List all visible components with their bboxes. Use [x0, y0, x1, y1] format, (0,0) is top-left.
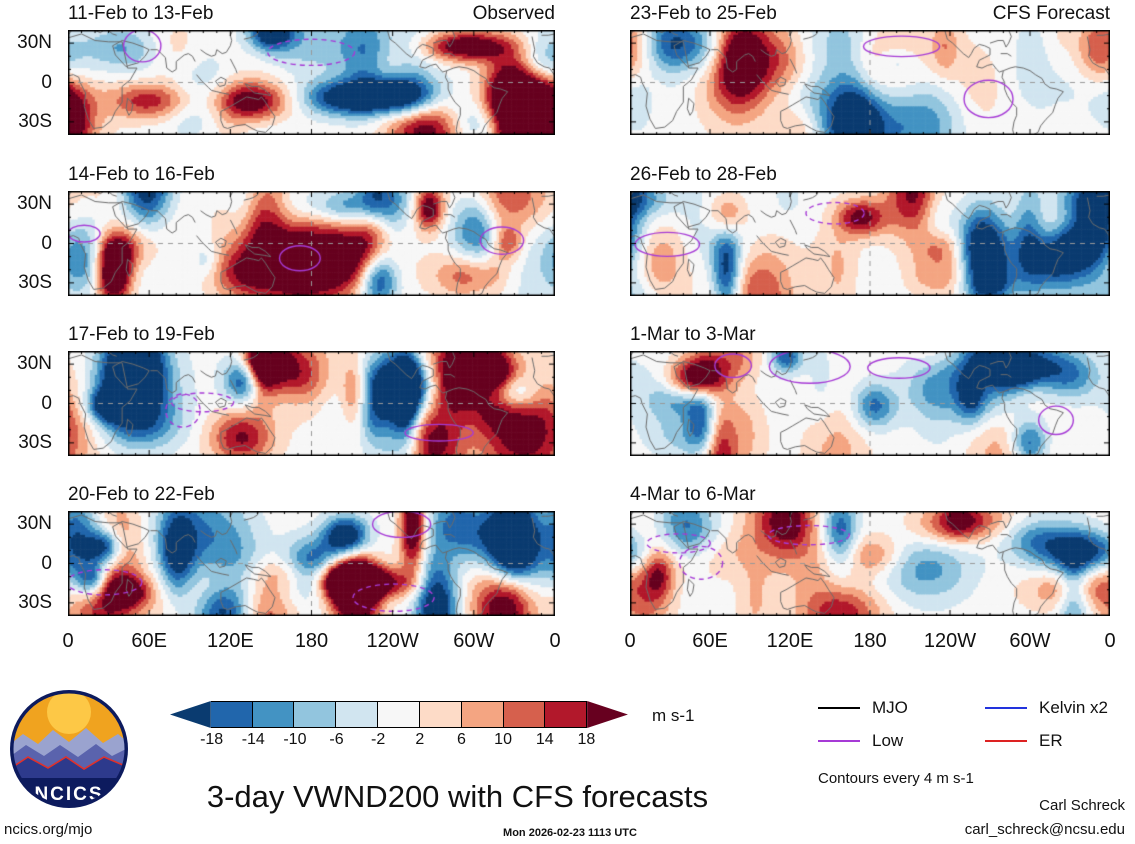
legend-item: ER	[985, 731, 1063, 751]
column-label-observed: Observed	[472, 3, 555, 24]
legend-item: Kelvin x2	[985, 698, 1108, 718]
panel-title: 20-Feb to 22-Feb	[68, 484, 215, 505]
y-tick-30s: 30S	[18, 592, 52, 613]
legend-label-low: Low	[872, 731, 904, 750]
x-tick: 120W	[366, 630, 419, 652]
map-canvas	[630, 191, 1110, 296]
y-tick-0: 0	[41, 553, 52, 574]
panel-title: 14-Feb to 16-Feb	[68, 164, 215, 185]
legend-label-mjo: MJO	[872, 698, 908, 717]
map-canvas	[68, 30, 555, 135]
er-line-swatch	[985, 740, 1027, 742]
mjo-line-swatch	[818, 707, 860, 709]
y-tick-30s: 30S	[18, 272, 52, 293]
map-canvas	[630, 511, 1110, 616]
site-link: ncics.org/mjo	[4, 821, 93, 838]
x-tick: 120E	[766, 630, 814, 652]
map-canvas	[68, 511, 555, 616]
y-tick-30n: 30N	[17, 32, 52, 53]
panel-title: 1-Mar to 3-Mar	[630, 324, 756, 345]
panel-forecast-1	[630, 30, 1110, 135]
panel-header: 1-Mar to 3-Mar	[630, 324, 1110, 346]
x-axis-labels-left: 0 60E 120E 180 120W 60W 0	[62, 630, 560, 654]
x-tick: 60E	[131, 630, 167, 652]
credit-email: carl_schreck@ncsu.edu	[964, 821, 1125, 838]
legend-label-kelvin: Kelvin x2	[1039, 698, 1108, 717]
panel-title: 26-Feb to 28-Feb	[630, 164, 777, 185]
colorbar-ticks: -18 -14 -10 -6 -2 2 6 10 14 18	[200, 731, 596, 748]
x-tick: 0	[624, 630, 636, 652]
low-line-swatch	[818, 740, 860, 742]
x-axis-labels-right: 0 60E 120E 180 120W 60W 0	[624, 630, 1115, 654]
panel-title: 11-Feb to 13-Feb	[68, 3, 214, 24]
x-tick: 120W	[923, 630, 977, 652]
map-canvas	[68, 191, 555, 296]
x-tick: 180	[294, 630, 329, 652]
x-tick: 60W	[453, 630, 495, 652]
page-title: 3-day VWND200 with CFS forecasts	[206, 779, 709, 814]
panel-header: 26-Feb to 28-Feb	[630, 164, 1110, 186]
timestamp: Mon 2026-02-23 1113 UTC	[503, 827, 637, 839]
x-tick: 60E	[692, 630, 728, 652]
y-tick-30n: 30N	[17, 353, 52, 374]
panel-observed-4	[68, 511, 555, 616]
colorbar	[170, 701, 628, 728]
y-axis-labels: 30N 0 30S	[0, 511, 58, 616]
column-label-forecast: CFS Forecast	[992, 3, 1110, 24]
panel-title: 17-Feb to 19-Feb	[68, 324, 215, 345]
x-tick: 0	[1104, 630, 1116, 652]
panel-title: 4-Mar to 6-Mar	[630, 484, 756, 505]
x-tick: 0	[549, 630, 561, 652]
panel-header: 4-Mar to 6-Mar	[630, 484, 1110, 506]
contour-interval-note: Contours every 4 m s-1	[818, 770, 974, 787]
y-tick-30n: 30N	[17, 193, 52, 214]
panel-header: 20-Feb to 22-Feb	[68, 484, 555, 506]
y-axis-labels: 30N 0 30S	[0, 191, 58, 296]
ncics-logo: NCICS	[10, 690, 128, 808]
panel-header: 17-Feb to 19-Feb	[68, 324, 555, 346]
x-tick: 0	[62, 630, 74, 652]
panel-header: 11-Feb to 13-Feb Observed	[68, 3, 555, 25]
map-canvas	[630, 351, 1110, 456]
y-tick-30s: 30S	[18, 432, 52, 453]
x-tick: 120E	[206, 630, 254, 652]
panel-title: 23-Feb to 25-Feb	[630, 3, 777, 24]
map-canvas	[68, 351, 555, 456]
panel-forecast-4	[630, 511, 1110, 616]
panel-header: 14-Feb to 16-Feb	[68, 164, 555, 186]
y-axis-labels: 30N 0 30S	[0, 351, 58, 456]
panel-observed-3	[68, 351, 555, 456]
y-tick-0: 0	[41, 233, 52, 254]
legend-item: MJO	[818, 698, 908, 718]
colorbar-units: m s-1	[652, 706, 695, 725]
panel-header: 23-Feb to 25-Feb CFS Forecast	[630, 3, 1110, 25]
x-tick: 60W	[1009, 630, 1051, 652]
y-tick-0: 0	[41, 72, 52, 93]
y-tick-0: 0	[41, 393, 52, 414]
map-canvas	[630, 30, 1110, 135]
y-tick-30n: 30N	[17, 513, 52, 534]
kelvin-line-swatch	[985, 707, 1027, 709]
credit-name: Carl Schreck	[1039, 797, 1125, 814]
legend-item: Low	[818, 731, 903, 751]
x-tick: 180	[853, 630, 887, 652]
legend-label-er: ER	[1039, 731, 1063, 750]
panel-forecast-2	[630, 191, 1110, 296]
panel-observed-1	[68, 30, 555, 135]
panel-observed-2	[68, 191, 555, 296]
logo-text: NCICS	[34, 784, 103, 805]
y-axis-labels: 30N 0 30S	[0, 30, 58, 135]
panel-forecast-3	[630, 351, 1110, 456]
y-tick-30s: 30S	[18, 111, 52, 132]
